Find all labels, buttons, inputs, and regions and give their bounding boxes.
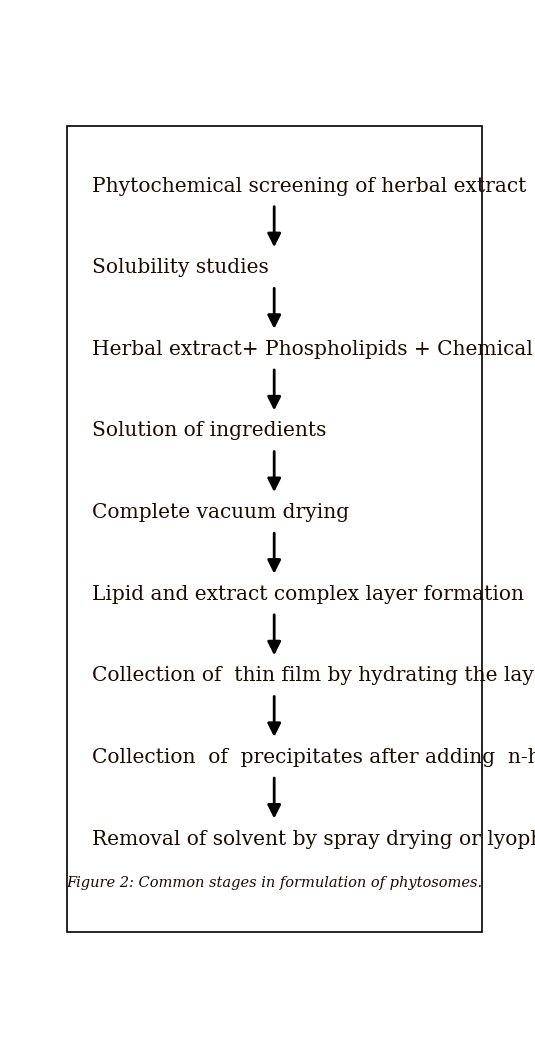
Text: Solubility studies: Solubility studies: [92, 259, 269, 277]
Text: Lipid and extract complex layer formation: Lipid and extract complex layer formatio…: [92, 584, 524, 604]
Text: Complete vacuum drying: Complete vacuum drying: [92, 504, 349, 522]
Text: Herbal extract+ Phospholipids + Chemical solvent: Herbal extract+ Phospholipids + Chemical…: [92, 340, 535, 359]
Text: Removal of solvent by spray drying or lyophilization: Removal of solvent by spray drying or ly…: [92, 829, 535, 849]
Text: Figure 2: Common stages in formulation of phytosomes.: Figure 2: Common stages in formulation o…: [66, 876, 482, 890]
Text: Collection of  thin film by hydrating the layer: Collection of thin film by hydrating the…: [92, 666, 535, 686]
Text: Phytochemical screening of herbal extract: Phytochemical screening of herbal extrac…: [92, 177, 526, 196]
Text: Solution of ingredients: Solution of ingredients: [92, 422, 326, 441]
Text: Collection  of  precipitates after adding  n-hexane: Collection of precipitates after adding …: [92, 748, 535, 767]
